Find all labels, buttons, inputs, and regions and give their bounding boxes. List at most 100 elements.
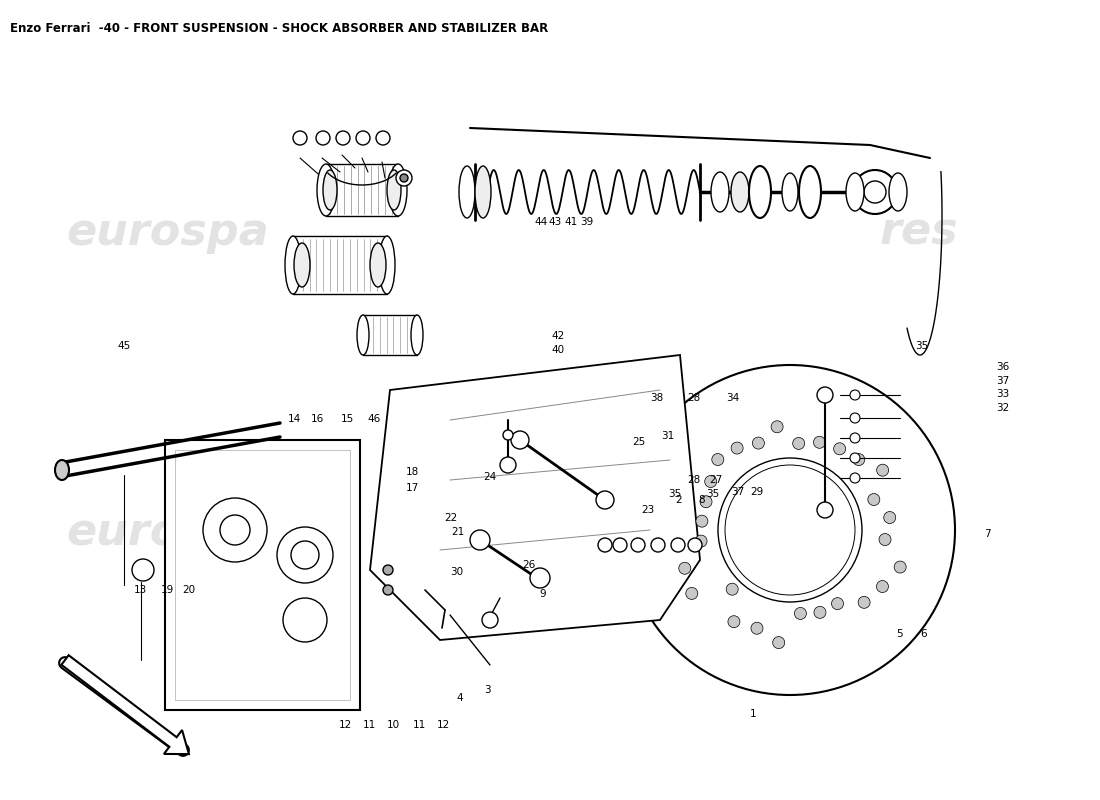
Ellipse shape [387,170,402,210]
Text: 32: 32 [997,403,1010,413]
Circle shape [745,485,835,575]
Text: res: res [880,210,958,254]
Circle shape [850,453,860,463]
Text: 14: 14 [288,414,301,424]
Circle shape [771,421,783,433]
Circle shape [817,502,833,518]
Circle shape [852,170,896,214]
Circle shape [894,561,906,573]
Circle shape [277,527,333,583]
Text: res: res [880,510,958,554]
Circle shape [726,583,738,595]
Text: Enzo Ferrari  -40 - FRONT SUSPENSION - SHOCK ABSORBER AND STABILIZER BAR: Enzo Ferrari -40 - FRONT SUSPENSION - SH… [10,22,548,35]
Circle shape [512,431,529,449]
Circle shape [596,491,614,509]
Circle shape [879,534,891,546]
Circle shape [688,538,702,552]
Text: 28: 28 [688,475,701,485]
Text: 28: 28 [688,393,701,402]
Polygon shape [65,660,185,750]
Circle shape [718,458,862,602]
Text: 12: 12 [339,720,352,730]
Circle shape [732,472,848,588]
Circle shape [732,442,744,454]
Circle shape [598,538,612,552]
Ellipse shape [379,236,395,294]
Text: 21: 21 [451,527,464,537]
Circle shape [400,174,408,182]
Text: 42: 42 [551,331,564,341]
Bar [165,440,360,710]
Polygon shape [370,355,700,640]
Text: 37: 37 [997,376,1010,386]
Circle shape [383,585,393,595]
Text: 22: 22 [444,514,458,523]
Text: 19: 19 [161,586,174,595]
Circle shape [396,170,412,186]
Text: 12: 12 [437,720,450,730]
Circle shape [864,181,886,203]
Text: 6: 6 [921,630,927,639]
Circle shape [482,612,498,628]
Ellipse shape [389,164,407,216]
Text: 17: 17 [406,483,419,493]
Text: 35: 35 [915,341,928,350]
Text: 37: 37 [732,487,745,497]
Circle shape [725,465,855,595]
Text: 24: 24 [483,472,496,482]
Circle shape [752,437,764,449]
Circle shape [679,562,691,574]
Circle shape [651,538,666,552]
Circle shape [138,564,148,576]
Text: 16: 16 [311,414,324,424]
Circle shape [132,559,154,581]
Text: 23: 23 [641,506,654,515]
Ellipse shape [294,243,310,287]
Circle shape [356,131,370,145]
Text: 41: 41 [564,217,578,226]
Ellipse shape [370,243,386,287]
Circle shape [696,515,708,527]
Text: 31: 31 [661,431,674,441]
Circle shape [794,607,806,619]
Circle shape [814,436,825,448]
Circle shape [470,530,490,550]
Circle shape [500,457,516,473]
Text: 38: 38 [650,393,663,402]
Text: 20: 20 [183,586,196,595]
Text: 33: 33 [997,390,1010,399]
Text: 26: 26 [522,560,536,570]
Text: 35: 35 [668,490,681,499]
Circle shape [293,131,307,145]
Circle shape [204,498,267,562]
Ellipse shape [459,166,475,218]
Circle shape [850,413,860,423]
Text: 45: 45 [118,341,131,350]
Circle shape [685,587,697,599]
Circle shape [530,568,550,588]
Circle shape [383,565,393,575]
Ellipse shape [317,164,336,216]
Text: 40: 40 [551,346,564,355]
Text: 35: 35 [706,490,719,499]
Text: 9: 9 [539,589,546,598]
Circle shape [814,606,826,618]
Circle shape [625,365,955,695]
Circle shape [883,511,895,523]
Text: 8: 8 [698,495,705,505]
Circle shape [705,475,717,487]
Ellipse shape [285,236,301,294]
Text: 39: 39 [580,217,593,226]
Circle shape [751,622,763,634]
Ellipse shape [782,173,797,211]
Circle shape [817,387,833,403]
Text: 1: 1 [750,710,757,719]
FancyArrow shape [62,655,189,754]
Circle shape [850,433,860,443]
Circle shape [832,598,844,610]
Text: 2: 2 [675,495,682,505]
Text: 15: 15 [341,414,354,424]
Ellipse shape [889,173,908,211]
Text: 43: 43 [549,217,562,226]
Bar [175,450,350,700]
